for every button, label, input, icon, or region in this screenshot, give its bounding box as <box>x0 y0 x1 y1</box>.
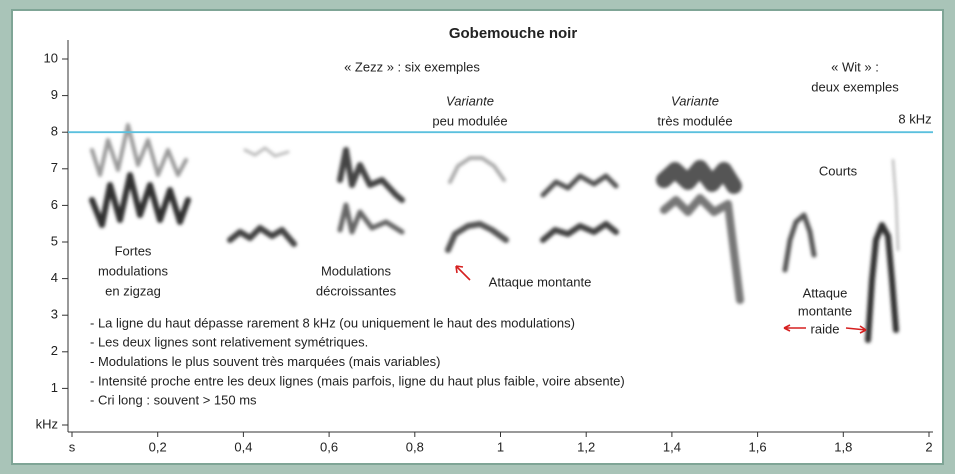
y-tick-label: 9 <box>51 87 58 102</box>
x-tick-label: s <box>69 439 76 454</box>
x-tick-label: 1,6 <box>749 439 767 454</box>
y-tick-label: 7 <box>51 160 58 175</box>
y-tick-label: 6 <box>51 197 58 212</box>
y-tick-label: 8 <box>51 124 58 139</box>
note: - La ligne du haut dépasse rarement 8 kH… <box>90 315 575 330</box>
x-tick-label: 1,8 <box>834 439 852 454</box>
y-tick-label: 1 <box>51 380 58 395</box>
panel <box>11 9 944 465</box>
y-tick-label: 2 <box>51 343 58 358</box>
chart-title: Gobemouche noir <box>449 25 578 42</box>
annotation: « Zezz » : six exemples <box>344 59 480 74</box>
spectrogram-traces <box>89 123 899 343</box>
annotation: très modulée <box>657 113 732 128</box>
annotation: montante <box>798 303 852 318</box>
annotation: Courts <box>819 163 858 178</box>
x-tick-label: 2 <box>925 439 932 454</box>
x-tick-label: 0,8 <box>406 439 424 454</box>
annotation: Modulations <box>321 263 392 278</box>
annotation: raide <box>811 321 840 336</box>
note: - Cri long : souvent > 150 ms <box>90 393 257 408</box>
annotation: Fortes <box>115 243 152 258</box>
x-tick-label: 0,2 <box>149 439 167 454</box>
y-tick-label: 4 <box>51 270 58 285</box>
x-tick-label: 0,6 <box>320 439 338 454</box>
y-tick-label: 5 <box>51 233 58 248</box>
note: - Les deux lignes sont relativement symé… <box>90 335 368 350</box>
annotation: Variante <box>671 93 719 108</box>
annotation: peu modulée <box>432 113 507 128</box>
note: - Intensité proche entre les deux lignes… <box>90 373 625 388</box>
annotation: modulations <box>98 263 169 278</box>
y-tick-label: 3 <box>51 307 58 322</box>
x-tick-label: 1,4 <box>663 439 681 454</box>
y-tick-label: 10 <box>44 50 58 65</box>
note: - Modulations le plus souvent très marqu… <box>90 354 440 369</box>
arrow <box>783 324 867 334</box>
annotation: Attaque <box>803 285 848 300</box>
x-tick-label: 1,2 <box>577 439 595 454</box>
annotation: en zigzag <box>105 283 161 298</box>
y-tick-label: kHz <box>36 416 58 431</box>
x-tick-label: 0,4 <box>234 439 252 454</box>
annotation: « Wit » : <box>831 59 879 74</box>
reference-label: 8 kHz <box>898 112 931 127</box>
annotation: Attaque montante <box>489 274 592 289</box>
annotation: deux exemples <box>811 79 899 94</box>
annotation: Variante <box>446 93 494 108</box>
arrow <box>455 265 471 281</box>
x-tick-label: 1 <box>497 439 504 454</box>
annotation: décroissantes <box>316 283 397 298</box>
